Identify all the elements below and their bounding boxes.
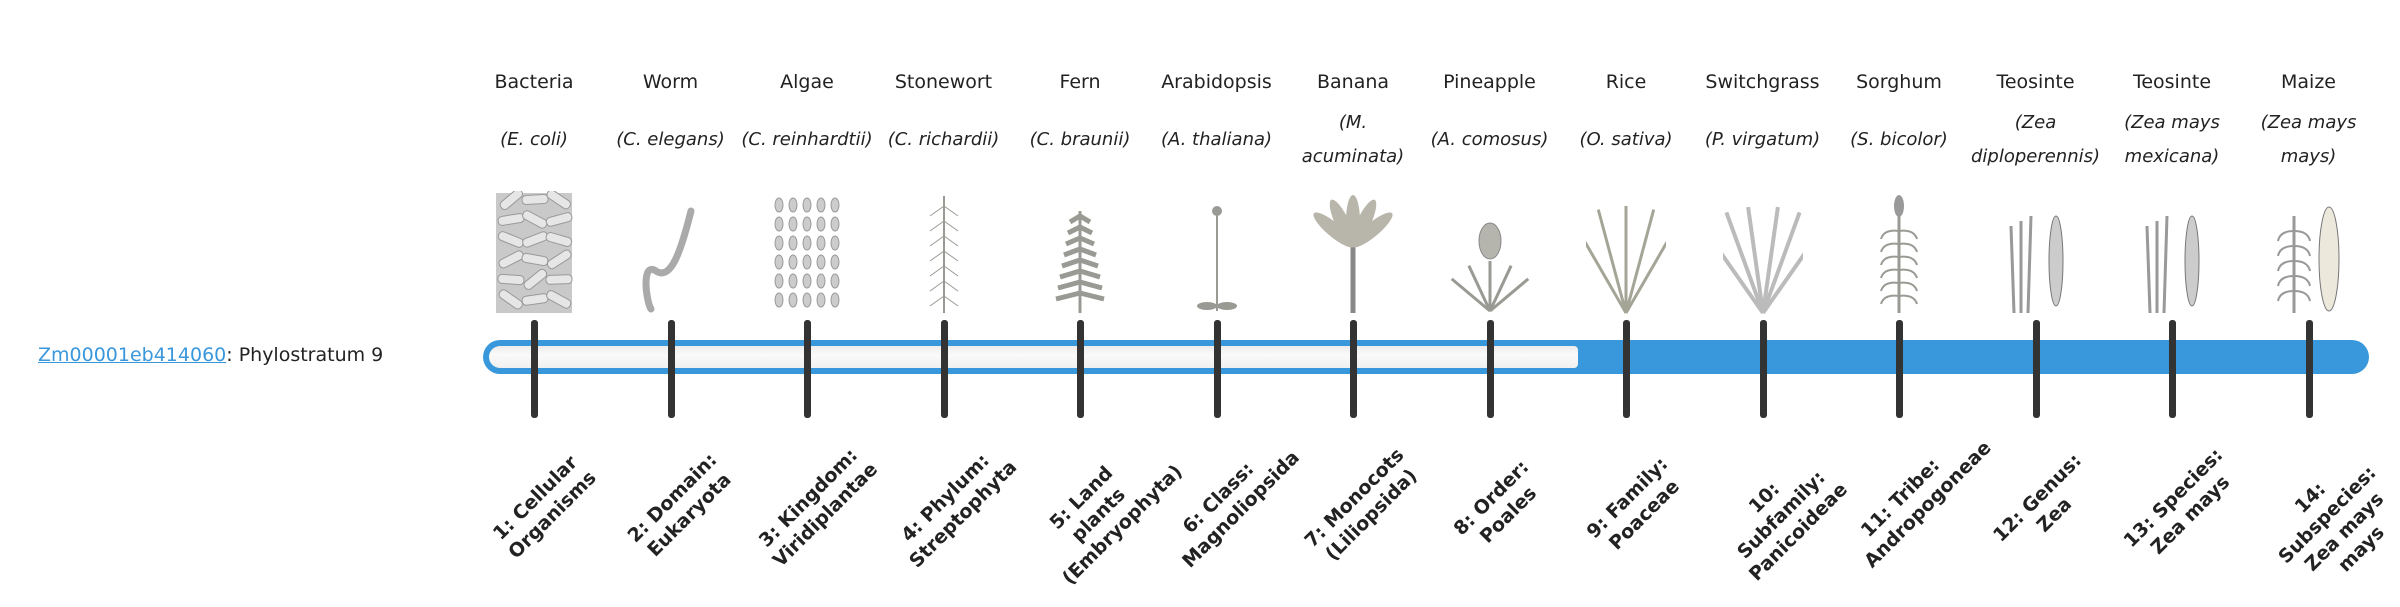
phylostratum-level-label: 8: Order: Poales [1449, 456, 1541, 548]
organism-column: Stonewort (C. richardii) [876, 64, 1012, 318]
organism-column: Banana (M. acuminata) [1285, 64, 1421, 318]
phylostratum-tick [940, 320, 948, 418]
organism-common-name: Maize [2281, 71, 2336, 93]
phylostratum-tick [1350, 320, 1357, 418]
organism-common-name: Stonewort [894, 71, 993, 93]
phylostratum-level-label: 14: Subspecies: Zea mays mays [2273, 461, 2389, 577]
phylostratum-level-label: 4: Phylum: Streptophyta [896, 449, 1021, 573]
organism-species-name: (C. elegans) [616, 129, 725, 150]
organism-common-name: Worm [642, 71, 699, 93]
organism-species-name: (E. coli) [500, 129, 568, 150]
organism-species-name: (A. thaliana) [1160, 129, 1273, 150]
phylostratum-level-label: 7: Monocots (Liliopsida) [1300, 443, 1422, 566]
switchgrass-icon [1695, 188, 1831, 318]
banana-icon [1285, 188, 1421, 318]
organism-species-name: (C. reinhardtii) [741, 129, 873, 150]
organism-common-name: Algae [780, 71, 834, 93]
worm-icon [603, 188, 739, 318]
organism-column: Arabidopsis (A. thaliana) [1149, 64, 1285, 318]
organism-common-name: Arabidopsis [1161, 71, 1272, 93]
phylostratum-level-label: 3: Kingdom: Viridiplantae [754, 444, 882, 572]
phylostratum-level-label: 12: Genus: Zea [1988, 449, 2086, 547]
organism-column: Maize (Zea mays mays) [2241, 64, 2377, 318]
organism-column: Bacteria (E. coli) [466, 64, 602, 318]
organism-species-name: (O. sativa) [1579, 129, 1673, 150]
phylostratum-level-label: 13: Species: Zea mays [2119, 444, 2235, 559]
bacteria-icon [466, 188, 602, 318]
pineapple-icon [1422, 188, 1558, 318]
organism-common-name: Fern [1059, 71, 1101, 93]
organism-species-name: (S. bicolor) [1850, 129, 1948, 150]
arabidopsis-icon [1149, 188, 1285, 318]
organism-common-name: Bacteria [494, 71, 574, 93]
organism-column: Teosinte (Zea mays mexicana) [2104, 64, 2240, 318]
fern-icon [1012, 188, 1148, 318]
gene-link[interactable]: Zm00001eb414060 [38, 344, 227, 366]
phylostratum-tick [1759, 320, 1767, 418]
organism-common-name: Teosinte [2132, 71, 2212, 93]
phylostratum-tick [531, 320, 538, 418]
organism-column: Teosinte (Zea diploperennis) [1968, 64, 2104, 318]
sorghum-icon [1831, 188, 1967, 318]
organism-species-name: (C. richardii) [887, 129, 1000, 150]
organism-species-name: (C. braunii) [1029, 129, 1131, 150]
organism-common-name: Banana [1316, 71, 1390, 93]
gene-label: Zm00001eb414060: Phylostratum 9 [38, 340, 383, 370]
phylostratum-tick [1623, 320, 1630, 418]
teosinte-icon [2104, 188, 2240, 318]
organism-column: Sorghum (S. bicolor) [1831, 64, 1967, 318]
algae-icon [739, 188, 875, 318]
organism-species-name: (A. comosus) [1430, 129, 1549, 150]
phylostratum-level-label: 2: Domain: Eukaryota [622, 449, 736, 562]
organism-common-name: Teosinte [1996, 71, 2075, 93]
teosinte-icon [1968, 188, 2104, 318]
phylostratum-level-label: 10: Subfamily: Panicoideae [1732, 466, 1852, 586]
organism-species-name: (Zea mays mexicana) [2124, 112, 2220, 167]
organism-common-name: Sorghum [1856, 71, 1942, 93]
phylostratum-bar [483, 340, 2369, 374]
phylostratum-level-label: 1: Cellular Organisms [488, 451, 601, 564]
organism-species-name: (P. virgatum) [1704, 129, 1821, 150]
maize-icon [2241, 188, 2377, 318]
phylostratum-tick [1077, 320, 1084, 418]
phylostratum-level-label: 9: Family: Poaceae [1582, 453, 1684, 555]
organism-column: Switchgrass (P. virgatum) [1695, 64, 1831, 318]
phylostratum-text: : Phylostratum 9 [226, 344, 384, 366]
organism-column: Pineapple (A. comosus) [1422, 64, 1558, 318]
organism-species-name: (Zea diploperennis) [1970, 112, 2101, 167]
organism-column: Rice (O. sativa) [1558, 64, 1694, 318]
phylostratum-level-label: 6: Class: Magnoliopsida [1177, 446, 1304, 573]
stonewort-icon [876, 188, 1012, 318]
phylostratum-tick [1896, 320, 1903, 418]
phylostratum-tick [1486, 320, 1494, 418]
organism-species-name: (M. acuminata) [1301, 112, 1405, 167]
organism-common-name: Switchgrass [1705, 71, 1820, 93]
phylostratum-tick [804, 320, 811, 418]
phylostratum-tick [2032, 320, 2040, 418]
rice-icon [1558, 188, 1694, 318]
phylostratum-tick [2169, 320, 2176, 418]
phylostratum-level-label: 5: Land plants (Embryophyta) [1045, 460, 1187, 590]
organism-common-name: Rice [1605, 71, 1647, 93]
bar-empty-segment [489, 346, 1578, 368]
organism-column: Worm (C. elegans) [603, 64, 739, 318]
phylostratum-tick [2305, 320, 2313, 418]
phylostratum-tick [667, 320, 675, 418]
organism-column: Algae (C. reinhardtii) [739, 64, 875, 318]
phylostratum-tick [1213, 320, 1221, 418]
phylostratum-level-label: 11: Tribe: Andropogoneae [1856, 436, 1996, 573]
organism-column: Fern (C. braunii) [1012, 64, 1148, 318]
organism-species-name: (Zea mays mays) [2260, 112, 2357, 167]
organism-common-name: Pineapple [1443, 71, 1536, 93]
